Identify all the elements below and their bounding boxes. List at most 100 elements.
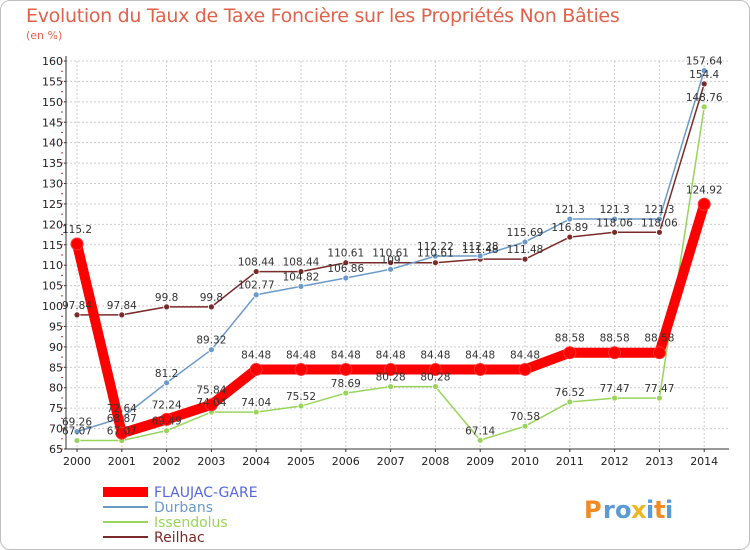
data-label-durbans: 72.64 [107, 403, 137, 415]
data-label-reilhac: 108.44 [238, 257, 275, 269]
data-label-durbans: 106.86 [327, 263, 364, 275]
data-label-reilhac: 118.06 [596, 217, 633, 229]
data-point-durbans [252, 291, 260, 299]
data-point-durbans [342, 274, 350, 282]
data-label-durbans: 121.3 [555, 204, 585, 216]
data-point-issendolus [521, 422, 529, 430]
data-point-durbans [521, 238, 529, 246]
y-tick-label: 105 [42, 280, 63, 293]
data-label-reilhac: 110.61 [372, 248, 409, 260]
x-tick-label: 2011 [556, 455, 584, 468]
logo-letter: P [584, 496, 602, 524]
data-label-durbans: 112.28 [462, 241, 499, 253]
data-label-issendolus: 67.07 [62, 426, 92, 438]
y-tick-label: 70 [49, 423, 63, 436]
data-label-flaujac-gare: 88.58 [600, 333, 630, 345]
data-label-reilhac: 154.4 [689, 69, 719, 81]
x-tick-label: 2008 [421, 455, 449, 468]
y-tick-label: 135 [42, 157, 63, 170]
y-tick-label: 100 [42, 300, 63, 313]
data-point-flaujac-gare [473, 362, 487, 376]
data-point-reilhac [656, 228, 663, 236]
data-point-flaujac-gare [563, 346, 577, 360]
data-point-issendolus [656, 394, 663, 402]
x-tick-label: 2013 [645, 455, 673, 468]
data-point-issendolus [566, 398, 574, 406]
data-point-flaujac-gare [518, 362, 532, 376]
data-point-issendolus [297, 402, 305, 410]
data-label-flaujac-gare: 84.48 [510, 349, 540, 361]
data-point-flaujac-gare [697, 197, 711, 211]
data-label-reilhac: 110.61 [327, 248, 364, 260]
data-label-durbans: 89.32 [196, 335, 226, 347]
data-point-flaujac-gare [428, 362, 442, 376]
data-point-reilhac [118, 311, 126, 319]
data-label-durbans: 121.3 [600, 204, 630, 216]
data-label-durbans: 104.82 [283, 271, 320, 283]
data-label-flaujac-gare: 72.24 [152, 399, 182, 411]
data-label-issendolus: 80.28 [420, 372, 450, 384]
data-point-durbans [431, 252, 439, 260]
y-tick-label: 155 [42, 75, 63, 88]
data-label-issendolus: 78.69 [331, 378, 361, 390]
data-label-reilhac: 97.84 [62, 300, 92, 312]
x-tick-label: 2009 [466, 455, 494, 468]
data-label-flaujac-gare: 88.58 [644, 333, 674, 345]
data-label-reilhac: 97.84 [107, 300, 137, 312]
data-point-issendolus [73, 437, 81, 444]
data-point-flaujac-gare [294, 362, 308, 376]
x-tick-label: 2003 [197, 455, 225, 468]
data-point-durbans [566, 215, 574, 223]
data-label-reilhac: 108.44 [283, 257, 320, 269]
data-label-reilhac: 110.61 [417, 248, 454, 260]
data-label-durbans: 115.69 [507, 227, 544, 239]
data-label-durbans: 112.22 [417, 241, 454, 253]
data-label-reilhac: 99.8 [200, 292, 223, 304]
data-label-issendolus: 74.04 [196, 397, 226, 409]
data-label-issendolus: 77.47 [644, 383, 674, 395]
y-tick-label: 110 [42, 259, 63, 272]
data-label-durbans: 121.3 [644, 204, 674, 216]
logo-letter: i [665, 496, 673, 524]
y-tick-label: 95 [49, 320, 63, 333]
data-point-issendolus [611, 394, 618, 402]
data-label-flaujac-gare: 84.48 [241, 349, 271, 361]
data-point-reilhac [342, 259, 350, 267]
data-label-flaujac-gare: 84.48 [286, 349, 316, 361]
logo-letter: r [603, 496, 615, 524]
data-label-flaujac-gare: 84.48 [331, 349, 361, 361]
y-tick-label: 130 [42, 178, 63, 191]
data-label-durbans: 109 [381, 254, 401, 266]
data-label-reilhac: 118.06 [641, 217, 678, 229]
data-label-issendolus: 76.52 [555, 387, 585, 399]
data-label-reilhac: 116.89 [551, 222, 588, 234]
data-point-reilhac [73, 311, 81, 319]
data-point-durbans [700, 67, 708, 75]
data-point-reilhac [431, 259, 439, 267]
y-tick-label: 150 [42, 96, 63, 109]
data-label-durbans: 157.64 [686, 56, 723, 68]
data-point-reilhac [387, 259, 395, 267]
chart-title: Evolution du Taux de Taxe Foncière sur l… [26, 5, 620, 27]
data-label-flaujac-gare: 115.2 [62, 224, 92, 236]
x-tick-label: 2012 [601, 455, 629, 468]
data-point-reilhac [252, 268, 260, 275]
data-label-flaujac-gare: 84.48 [420, 349, 450, 361]
data-label-issendolus: 69.49 [152, 416, 182, 428]
data-label-durbans: 81.2 [155, 368, 178, 380]
data-point-reilhac [163, 303, 171, 311]
y-axis-unit-label: (en %) [26, 29, 63, 42]
legend-label: Issendolus [154, 515, 228, 531]
data-point-reilhac [297, 268, 305, 275]
data-label-issendolus: 148.76 [686, 92, 723, 104]
x-tick-label: 2006 [332, 455, 360, 468]
data-point-flaujac-gare [652, 346, 666, 360]
x-tick-label: 2007 [377, 455, 405, 468]
data-label-reilhac: 111.48 [462, 244, 499, 256]
data-label-flaujac-gare: 84.48 [376, 349, 406, 361]
data-point-flaujac-gare [608, 346, 622, 360]
x-tick-label: 2000 [63, 455, 91, 468]
data-point-reilhac [566, 233, 574, 241]
